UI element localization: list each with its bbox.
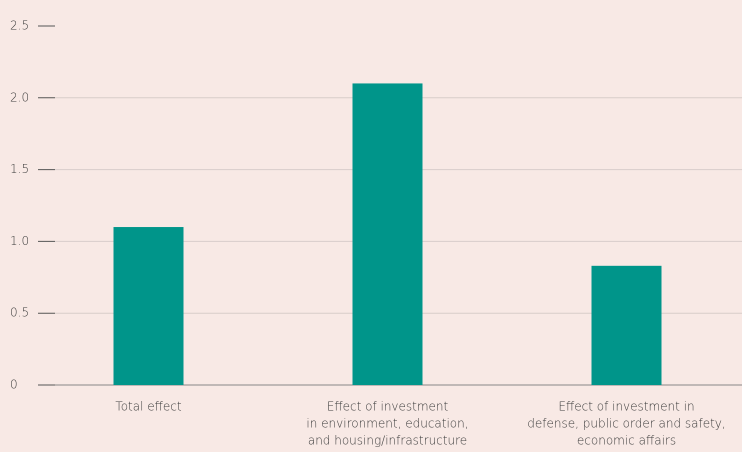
y-tick-label: 2.5 [10,19,29,33]
y-tick-label: 0.5 [10,306,29,320]
y-tick-label: 2.0 [10,90,29,104]
x-tick-label: in environment, education, [306,417,468,431]
x-tick-label: Total effect [115,400,181,414]
bar [352,83,423,385]
y-tick-label: 0 [10,378,18,392]
bar [113,227,184,385]
y-tick-label: 1.5 [10,162,29,176]
bar [591,265,662,385]
x-tick-label: economic affairs [577,434,676,448]
x-tick-label: defense, public order and safety, [527,417,725,431]
x-tick-label: and housing/infrastructure [308,434,467,448]
y-tick-label: 1.0 [10,234,29,248]
x-tick-label: Effect of investment [327,400,449,414]
x-tick-label: Effect of investment in [558,400,694,414]
